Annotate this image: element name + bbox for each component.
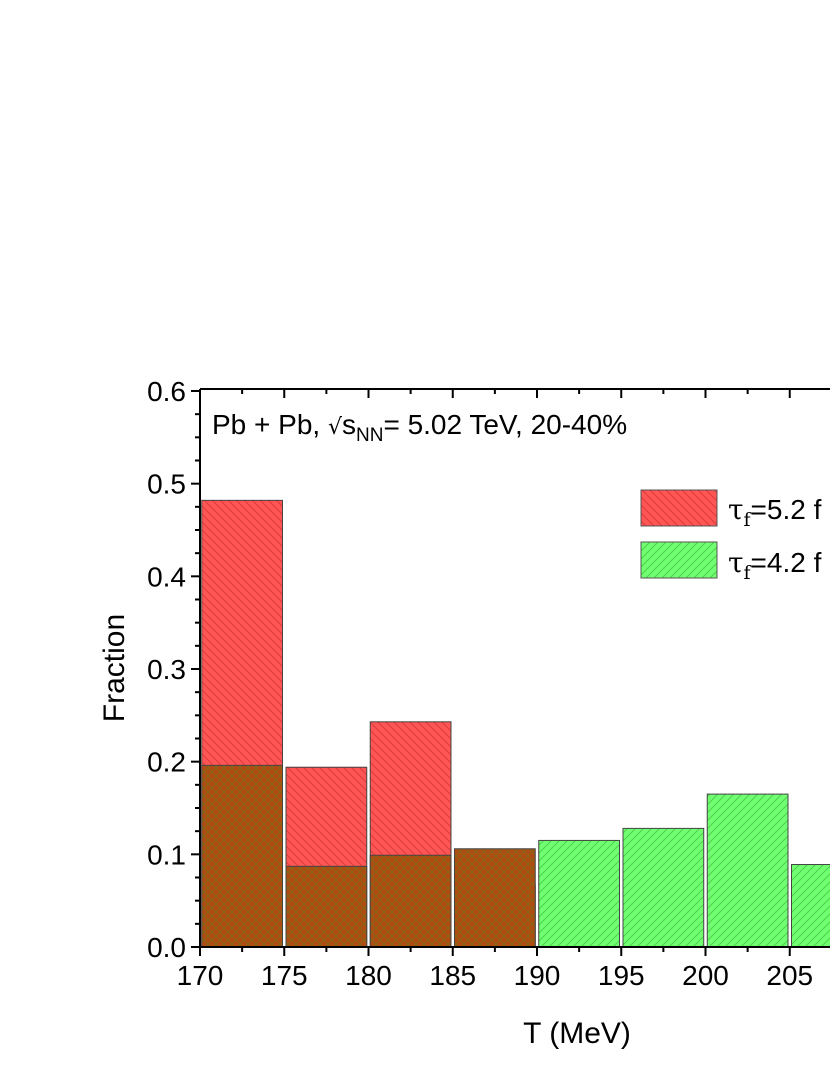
bar-green-175 <box>285 865 368 948</box>
y-axis-title: Fraction <box>98 614 131 722</box>
y-axis: 0.0 0.1 0.2 0.3 0.4 0.5 0.6 <box>147 376 200 963</box>
legend-red-sub: f <box>744 509 753 531</box>
bar-green-205 <box>791 864 830 948</box>
x-tick-label-170: 170 <box>177 960 224 991</box>
legend-red-tau: τ <box>728 493 744 526</box>
legend-red-rest: =5.2 f <box>751 494 822 525</box>
x-tick-label-185: 185 <box>429 960 476 991</box>
annotation-s: s <box>342 409 356 440</box>
y-tick-label-0.4: 0.4 <box>147 561 186 592</box>
y-tick-label-0.2: 0.2 <box>147 747 186 778</box>
x-tick-label-180: 180 <box>345 960 392 991</box>
bar-green-195 <box>622 827 705 948</box>
x-axis: 170 175 180 185 190 195 200 205 <box>177 389 813 991</box>
x-tick-label-195: 195 <box>598 960 645 991</box>
x-tick-label-205: 205 <box>766 960 813 991</box>
y-tick-label-0.6: 0.6 <box>147 376 186 407</box>
legend-swatch-green <box>640 541 718 579</box>
x-tick-label-190: 190 <box>514 960 561 991</box>
y-tick-label-0.0: 0.0 <box>147 932 186 963</box>
legend-green-rest: =4.2 f <box>751 547 822 578</box>
legend: τf=5.2 f τf=4.2 f <box>640 489 822 584</box>
bars-layer <box>201 499 830 948</box>
sqrt-symbol: √ <box>328 415 343 440</box>
annotation-prefix: Pb + Pb, <box>212 409 328 440</box>
annotation-suffix: = 5.02 TeV, 20-40% <box>383 409 627 440</box>
legend-label-green: τf=4.2 f <box>728 546 822 584</box>
x-tick-label-175: 175 <box>261 960 308 991</box>
legend-green-sub: f <box>744 562 753 584</box>
bar-green-185 <box>454 848 536 948</box>
bar-green-170 <box>201 764 283 948</box>
collision-annotation: Pb + Pb, √sNN= 5.02 TeV, 20-40% <box>212 409 627 446</box>
legend-swatch-red <box>640 489 718 527</box>
x-tick-label-200: 200 <box>682 960 729 991</box>
y-tick-label-0.3: 0.3 <box>147 654 186 685</box>
legend-green-tau: τ <box>728 546 744 579</box>
legend-label-red: τf=5.2 f <box>728 493 822 531</box>
bar-green-180 <box>369 854 452 948</box>
bar-green-200 <box>706 793 789 948</box>
y-tick-label-0.1: 0.1 <box>147 839 186 870</box>
y-tick-label-0.5: 0.5 <box>147 469 186 500</box>
x-axis-title: T (MeV) <box>523 1017 631 1050</box>
bar-green-190 <box>538 839 620 948</box>
annotation-subscript: NN <box>356 425 383 446</box>
